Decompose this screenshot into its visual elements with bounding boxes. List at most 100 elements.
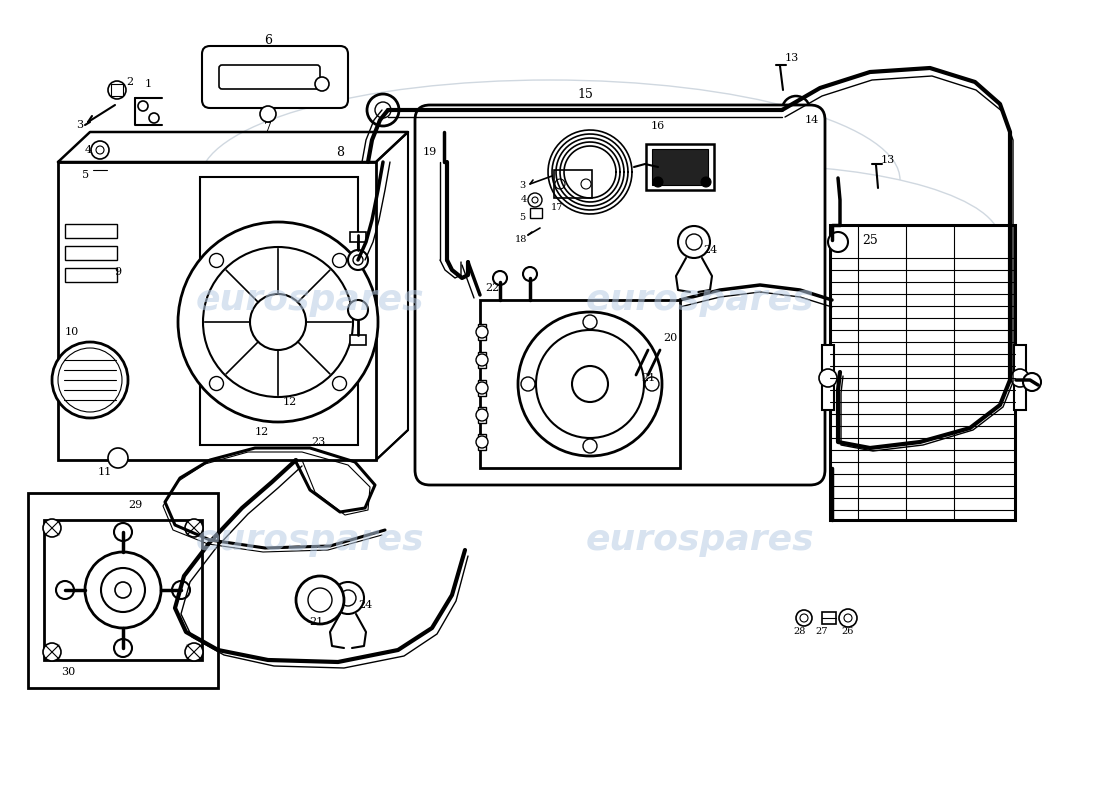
Circle shape xyxy=(644,318,664,338)
Bar xyxy=(94,164,107,176)
Circle shape xyxy=(375,102,390,118)
Circle shape xyxy=(521,377,535,391)
Circle shape xyxy=(367,94,399,126)
Bar xyxy=(554,170,592,198)
Circle shape xyxy=(532,197,538,203)
Circle shape xyxy=(645,377,659,391)
Text: 22: 22 xyxy=(485,283,499,293)
Circle shape xyxy=(476,382,488,394)
Circle shape xyxy=(800,614,808,622)
Bar xyxy=(1014,345,1026,410)
Bar xyxy=(58,162,376,460)
FancyBboxPatch shape xyxy=(415,105,825,485)
FancyBboxPatch shape xyxy=(202,46,348,108)
Text: 17: 17 xyxy=(551,203,563,213)
Circle shape xyxy=(91,141,109,159)
Text: 3: 3 xyxy=(519,182,525,190)
Circle shape xyxy=(260,106,276,122)
Bar xyxy=(646,144,714,190)
Circle shape xyxy=(96,146,104,154)
Text: 4: 4 xyxy=(85,145,91,155)
Text: 18: 18 xyxy=(515,235,527,245)
Text: 24: 24 xyxy=(703,245,717,255)
Circle shape xyxy=(348,300,369,320)
Circle shape xyxy=(476,354,488,366)
Circle shape xyxy=(581,179,591,189)
Circle shape xyxy=(58,348,122,412)
Text: 12: 12 xyxy=(283,397,297,407)
Circle shape xyxy=(108,448,128,468)
Circle shape xyxy=(250,294,306,350)
Bar xyxy=(44,520,202,660)
Text: eurospares: eurospares xyxy=(585,523,814,557)
Text: 1: 1 xyxy=(144,79,152,89)
Circle shape xyxy=(476,409,488,421)
Text: 9: 9 xyxy=(114,267,122,277)
Circle shape xyxy=(796,610,812,626)
Circle shape xyxy=(624,358,644,378)
Text: 8: 8 xyxy=(336,146,344,158)
FancyBboxPatch shape xyxy=(219,65,320,89)
Circle shape xyxy=(209,254,223,267)
Bar xyxy=(65,246,117,260)
Bar xyxy=(350,335,366,345)
Circle shape xyxy=(209,377,223,390)
Circle shape xyxy=(476,326,488,338)
Text: 10: 10 xyxy=(65,327,79,337)
Circle shape xyxy=(296,576,344,624)
Bar xyxy=(478,407,486,423)
Bar xyxy=(350,232,366,242)
Circle shape xyxy=(353,255,363,265)
Circle shape xyxy=(701,177,711,187)
Circle shape xyxy=(340,590,356,606)
Text: 4: 4 xyxy=(521,195,527,205)
Circle shape xyxy=(654,160,670,176)
Circle shape xyxy=(85,552,161,628)
Text: 30: 30 xyxy=(60,667,75,677)
Circle shape xyxy=(839,609,857,627)
Text: 15: 15 xyxy=(578,87,593,101)
Text: eurospares: eurospares xyxy=(196,283,425,317)
Bar xyxy=(478,324,486,340)
Circle shape xyxy=(148,113,159,123)
Text: 6: 6 xyxy=(264,34,272,46)
Circle shape xyxy=(1023,373,1041,391)
Circle shape xyxy=(348,250,369,270)
Text: 13: 13 xyxy=(785,53,799,63)
Text: 13: 13 xyxy=(881,155,895,165)
Circle shape xyxy=(536,330,643,438)
Text: 26: 26 xyxy=(842,627,855,637)
Text: 27: 27 xyxy=(816,627,828,637)
Circle shape xyxy=(556,179,565,189)
Circle shape xyxy=(476,436,488,448)
Text: 3: 3 xyxy=(76,120,84,130)
Circle shape xyxy=(493,271,507,285)
Circle shape xyxy=(43,519,60,537)
Bar xyxy=(480,300,680,468)
Text: 28: 28 xyxy=(794,627,806,637)
Text: 7: 7 xyxy=(264,122,272,134)
Circle shape xyxy=(686,234,702,250)
Text: 20: 20 xyxy=(663,333,678,343)
Circle shape xyxy=(820,369,837,387)
Circle shape xyxy=(653,177,663,187)
Text: 23: 23 xyxy=(311,437,326,447)
Circle shape xyxy=(114,523,132,541)
Text: 21: 21 xyxy=(641,373,656,383)
Circle shape xyxy=(308,588,332,612)
Bar xyxy=(478,380,486,396)
Text: 5: 5 xyxy=(82,170,89,180)
Text: 16: 16 xyxy=(651,121,666,131)
Circle shape xyxy=(612,346,656,390)
Circle shape xyxy=(204,247,353,397)
Circle shape xyxy=(518,312,662,456)
Bar xyxy=(65,268,117,282)
Circle shape xyxy=(844,614,852,622)
Circle shape xyxy=(828,232,848,252)
Bar xyxy=(28,493,218,688)
Circle shape xyxy=(332,582,364,614)
Circle shape xyxy=(138,101,148,111)
Text: eurospares: eurospares xyxy=(196,523,425,557)
Text: 25: 25 xyxy=(862,234,878,246)
Circle shape xyxy=(332,377,346,390)
